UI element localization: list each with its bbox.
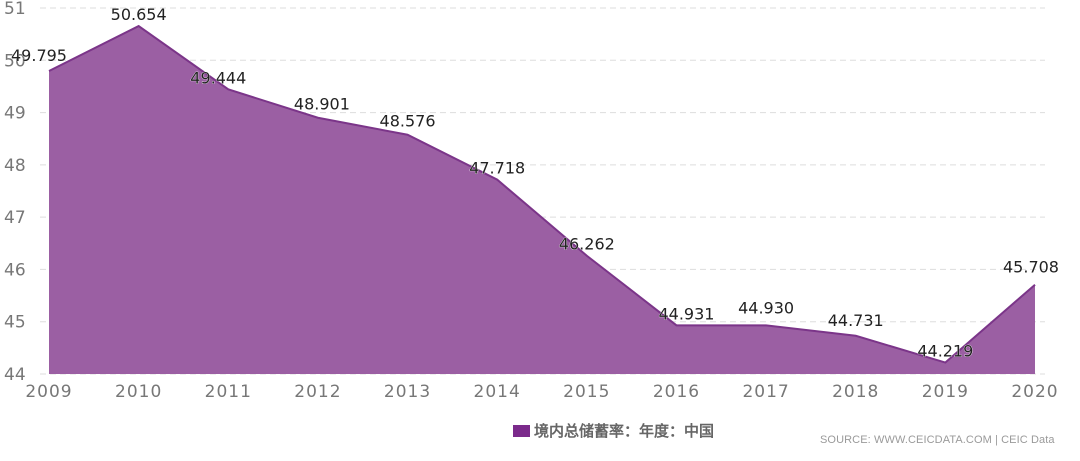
data-label: 45.708 [1003,258,1059,277]
x-tick-label: 2020 [1011,382,1058,402]
data-labels: 49.795 50.654 49.444 48.901 48.576 47.718 46.2… [11,5,1060,361]
y-tick-label: 48 [4,156,26,176]
legend-label: 境内总储蓄率：年度：中国 [534,422,715,440]
y-tick-label: 46 [4,260,26,280]
data-label: 48.901 [294,95,350,114]
x-tick-label: 2017 [742,382,789,402]
legend-swatch [513,424,530,437]
data-label: 49.444 [190,68,246,87]
y-tick-label: 47 [4,208,26,228]
x-tick-label: 2013 [384,382,431,402]
y-tick-label: 44 [4,365,26,385]
x-tick-label: 2011 [205,382,252,402]
x-tick-label: 2015 [563,382,610,402]
area-outline [48,24,1036,364]
x-tick-label: 2012 [294,382,341,402]
legend[interactable]: 境内总储蓄率：年度：中国 [513,420,714,441]
x-axis: 2009 2010 2011 2012 2013 2014 2015 2016 2017 2018… [25,382,1058,402]
x-tick-label: 2009 [25,382,72,402]
data-label: 49.795 [11,46,67,65]
y-tick-label: 45 [4,313,26,333]
data-label: 44.731 [828,311,884,330]
data-label: 47.718 [469,159,525,178]
x-tick-label: 2016 [653,382,700,402]
data-label: 44.931 [658,304,714,323]
data-label: 44.930 [738,298,794,317]
data-label: 44.219 [917,342,973,361]
x-tick-label: 2019 [922,382,969,402]
y-tick-label: 49 [4,104,26,124]
source-credit: SOURCE: WWW.CEICDATA.COM | CEIC Data [820,434,1055,446]
x-tick-label: 2010 [115,382,162,402]
data-label: 48.576 [380,112,436,131]
data-label: 50.654 [111,5,167,24]
x-tick-label: 2014 [474,382,521,402]
area-series [49,26,1035,375]
y-axis: 44 45 46 47 48 49 50 51 [4,0,26,385]
x-tick-label: 2018 [832,382,879,402]
y-tick-label: 51 [4,0,26,19]
y-tick-label: 50 [4,51,26,71]
data-label: 46.262 [559,235,615,254]
